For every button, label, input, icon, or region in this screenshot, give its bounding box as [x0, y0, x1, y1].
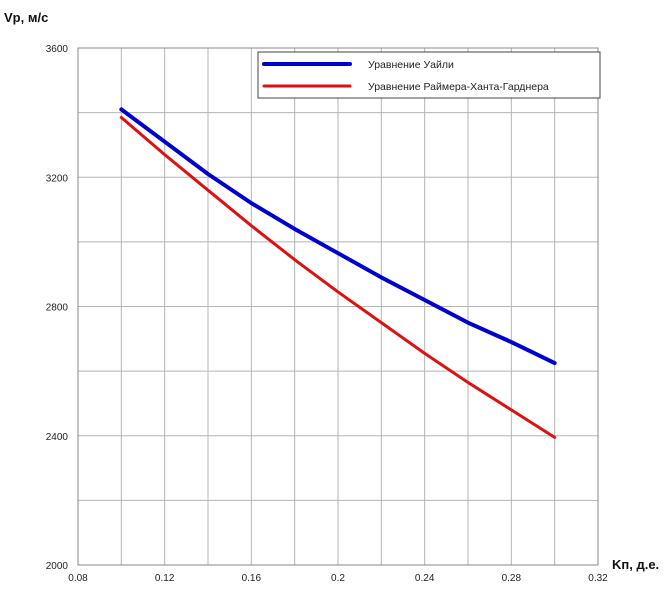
x-axis-title: Kп, д.е.	[612, 557, 659, 572]
legend: Уравнение Уайли Уравнение Раймера-Ханта-…	[257, 51, 601, 99]
series-layer	[119, 107, 557, 439]
x-tick-label: 0.12	[155, 573, 175, 584]
x-tick-label: 0.24	[415, 573, 435, 584]
y-tick-label: 2000	[46, 561, 69, 572]
x-tick-label: 0.08	[68, 573, 88, 584]
y-tick-label: 2400	[46, 432, 69, 443]
plot-frame	[77, 47, 599, 566]
y-tick-label: 2800	[46, 303, 69, 314]
x-tick-label: 0.28	[502, 573, 522, 584]
y-tick-labels: 2000 2400 2800 3200 3600	[46, 44, 69, 572]
grid-lines	[77, 47, 599, 566]
legend-box	[257, 51, 601, 99]
legend-label-rhg: Уравнение Раймера-Ханта-Гарднера	[368, 81, 549, 93]
x-tick-label: 0.16	[242, 573, 262, 584]
y-tick-label: 3600	[46, 44, 69, 55]
y-axis-title: Vp, м/с	[4, 10, 48, 25]
series-line-0	[119, 107, 557, 366]
x-tick-label: 0.2	[331, 573, 345, 584]
x-tick-labels: 0.08 0.12 0.16 0.2 0.24 0.28 0.32	[68, 573, 608, 584]
x-tick-label: 0.32	[588, 573, 608, 584]
y-tick-label: 3200	[46, 173, 69, 184]
series-line-1	[119, 115, 557, 439]
legend-label-wyllie: Уравнение Уайли	[368, 59, 454, 71]
